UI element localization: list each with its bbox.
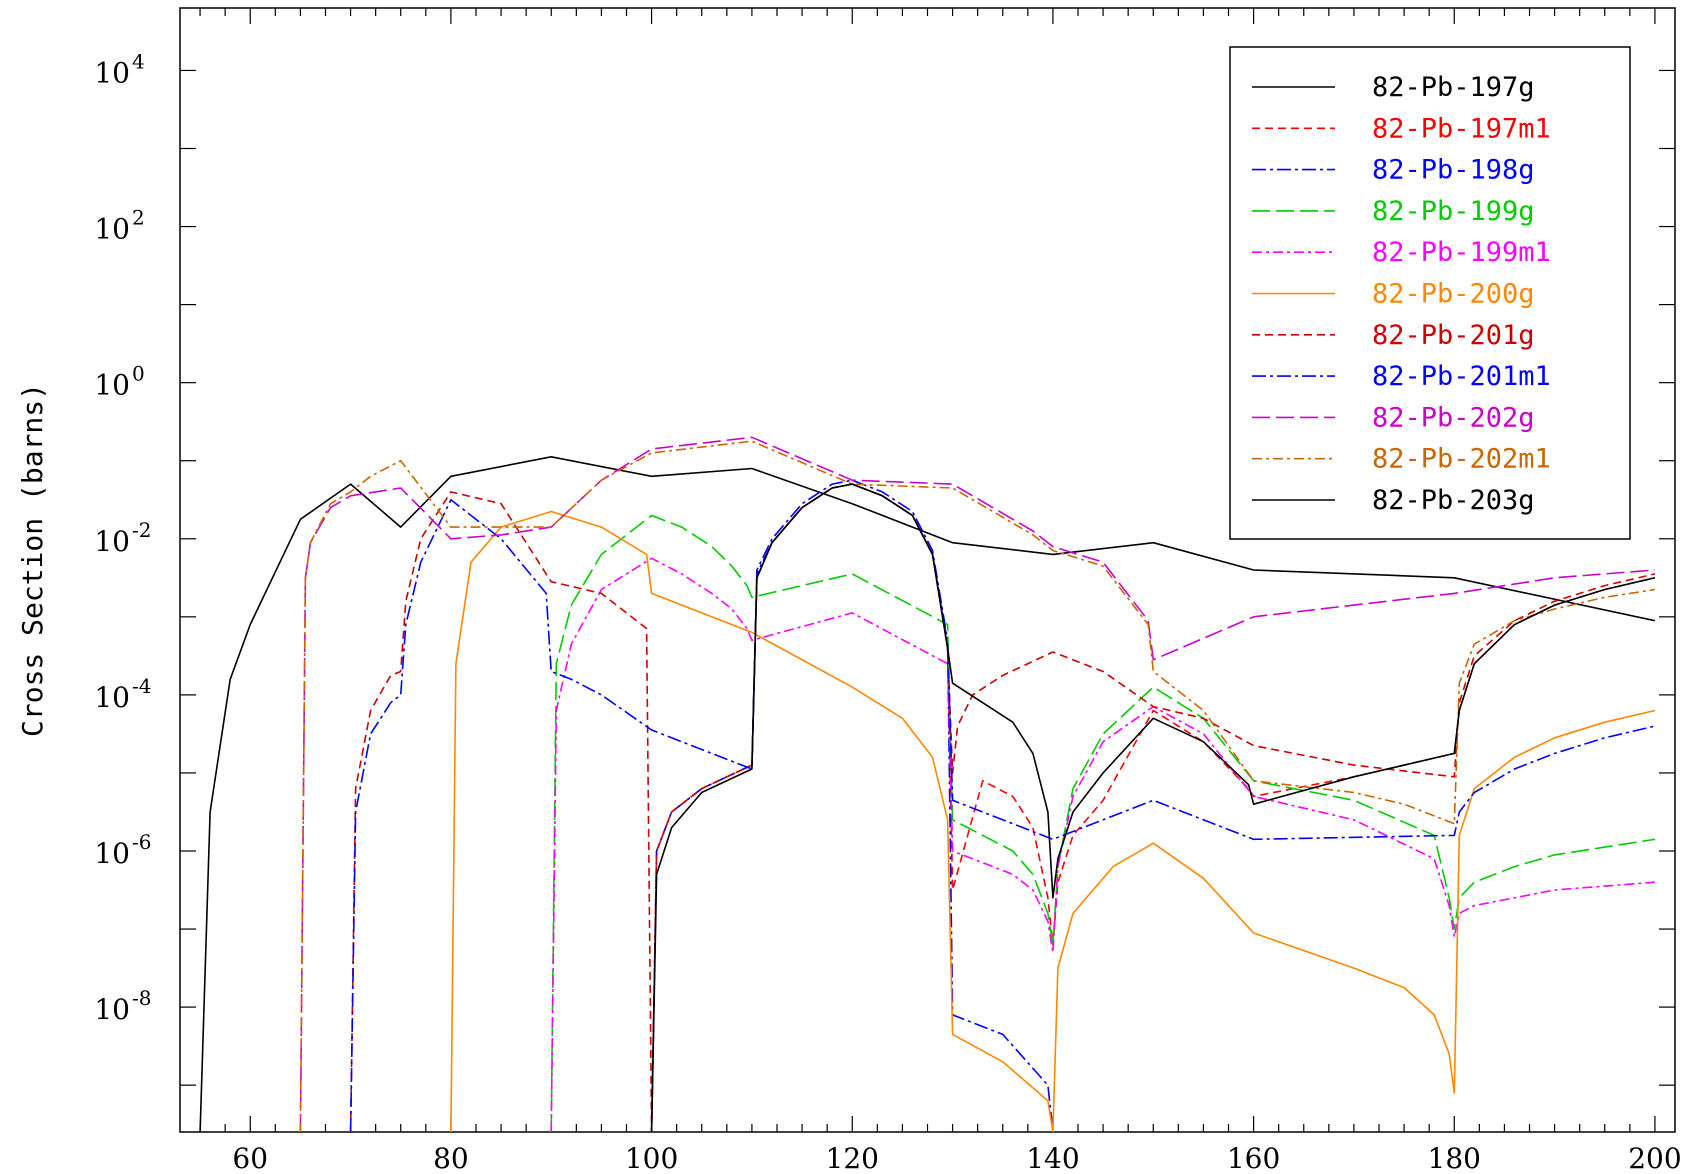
series-line-82-Pb-198g [650,479,1054,1132]
series-line-82-Pb-203g [650,483,1656,1132]
y-tick-label: 10 [94,525,130,558]
x-tick-label: 140 [1026,1142,1079,1174]
series-line-82-Pb-197m1 [650,483,1656,1132]
x-tick-label: 160 [1227,1142,1280,1174]
y-tick-label: 10 [94,369,130,402]
y-tick-exponent: -4 [132,674,151,698]
y-tick-label: 10 [94,681,130,714]
legend-label: 82-Pb-199m1 [1372,237,1551,268]
y-tick-exponent: 2 [132,206,145,230]
series-line-82-Pb-200g [450,510,1656,1132]
y-tick-exponent: 4 [132,49,145,73]
legend: 82-Pb-197g 82-Pb-197m1 82-Pb-198g 82-Pb-199… [1229,46,1631,540]
y-tick-label: 10 [94,993,130,1026]
y-tick-exponent: 0 [132,362,145,386]
series-line-82-Pb-199g [550,514,1656,1132]
series-layer [199,436,1656,1132]
y-tick-label: 10 [94,56,130,89]
series-line-82-Pb-202m1 [299,440,1656,1132]
y-tick-exponent: -6 [132,830,151,854]
legend-label: 82-Pb-197g [1372,72,1535,103]
legend-label: 82-Pb-202g [1372,402,1535,433]
series-line-82-Pb-199m1 [550,557,1655,1132]
y-tick-label: 10 [94,213,130,246]
legend-label: 82-Pb-202m1 [1372,444,1551,475]
legend-label: 82-Pb-200g [1372,279,1535,310]
legend-label: 82-Pb-198g [1372,155,1535,186]
legend-label: 82-Pb-199g [1372,196,1535,227]
y-tick-label: 10 [94,837,130,870]
legend-label: 82-Pb-201m1 [1372,361,1551,392]
series-line-82-Pb-201m1 [349,483,1656,1132]
x-tick-label: 60 [232,1142,268,1174]
legend-label: 82-Pb-197m1 [1372,113,1551,144]
y-tick-exponent: -8 [132,986,151,1010]
x-tick-label: 180 [1428,1142,1481,1174]
y-axis-label: Cross Section (barns) [16,383,49,737]
y-tick-exponent: -2 [132,518,151,542]
series-line-82-Pb-202g [299,436,1655,1132]
legend-label: 82-Pb-203g [1372,485,1535,516]
legend-label: 82-Pb-201g [1372,320,1535,351]
x-tick-label: 80 [433,1142,469,1174]
x-tick-label: 100 [625,1142,678,1174]
series-line-82-Pb-197g [199,455,1656,1132]
x-tick-label: 200 [1628,1142,1681,1174]
x-tick-label: 120 [826,1142,879,1174]
